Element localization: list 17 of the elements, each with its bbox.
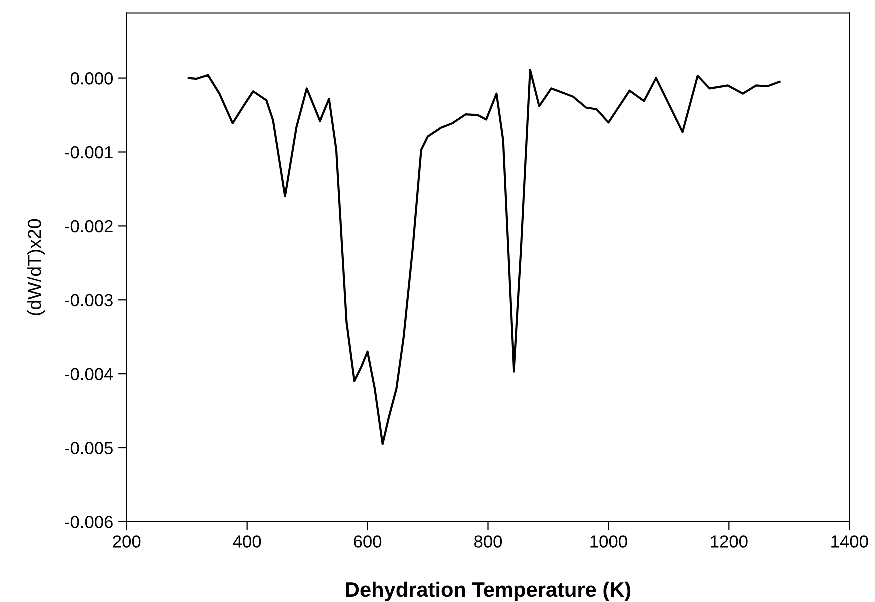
x-tick-label: 800: [474, 536, 502, 548]
y-tick-label: -0.003: [65, 294, 113, 307]
x-axis-title: Dehydration Temperature (K): [346, 582, 631, 602]
y-tick-label: -0.004: [65, 368, 114, 381]
x-tick-label: 200: [113, 536, 141, 548]
y-tick-label: -0.005: [65, 442, 113, 454]
x-tick-label: 400: [233, 536, 262, 548]
y-tick-label: -0.002: [65, 220, 113, 233]
y-tick-label: -0.001: [65, 146, 113, 159]
x-tick-label: 1200: [711, 536, 748, 548]
x-tick-label: 1400: [832, 536, 868, 548]
x-tick-label: 1000: [590, 536, 628, 548]
line-series: [188, 69, 781, 446]
y-tick-label: -0.006: [65, 516, 113, 528]
y-axis-title: (dW/dT)x20: [28, 219, 46, 316]
y-tick-label: 0.000: [70, 72, 114, 85]
x-tick-label: 600: [354, 536, 382, 548]
